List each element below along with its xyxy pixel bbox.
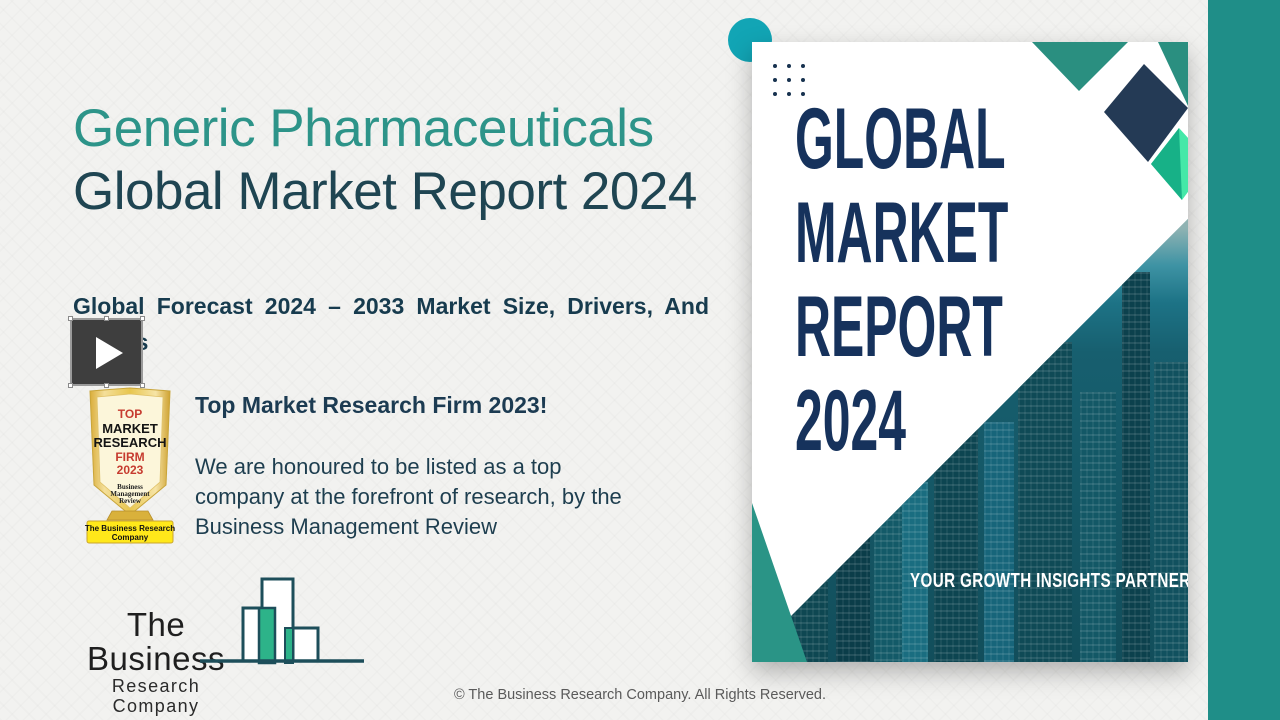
- forecast-subtitle-line-2: Trends: [73, 324, 709, 360]
- cover-tagline: YOUR GROWTH INSIGHTS PARTNER: [910, 570, 1188, 592]
- report-cover-image: GLOBAL MARKET REPORT 2024 YOUR GROWTH IN…: [752, 42, 1188, 662]
- mint-diamond-shade: [1151, 128, 1182, 200]
- teal-triangle-decoration: [752, 503, 807, 662]
- logo-name-line-1: The Business: [87, 606, 225, 677]
- right-sidebar-decoration: [1208, 0, 1280, 720]
- badge-text-top: TOP: [118, 407, 142, 421]
- cover-title: GLOBAL MARKET REPORT 2024: [795, 92, 1008, 468]
- award-description-line-1: We are honoured to be listed as a top: [195, 454, 562, 479]
- badge-brand-3: Review: [119, 497, 142, 505]
- page-title: Generic Pharmaceuticals Global Market Re…: [73, 97, 697, 223]
- copyright-footer: © The Business Research Company. All Rig…: [453, 687, 826, 703]
- badge-brand-1: Business: [117, 483, 143, 491]
- selection-handle[interactable]: [140, 383, 145, 388]
- play-icon: [96, 337, 123, 369]
- cover-title-line-3: REPORT: [795, 279, 1003, 375]
- cover-title-line-1: GLOBAL: [795, 91, 1006, 187]
- award-badge-image: TOP MARKET RESEARCH FIRM 2023 Business M…: [85, 387, 175, 544]
- dots-grid-icon: [773, 64, 805, 96]
- navy-diamond: [1104, 64, 1188, 162]
- selection-handle[interactable]: [104, 316, 109, 321]
- badge-base-text-1: The Business Research: [85, 524, 175, 533]
- badge-pedestal: [106, 510, 154, 521]
- logo-name-line-2: Research Company: [111, 676, 201, 716]
- award-description: We are honoured to be listed as a top co…: [195, 452, 622, 542]
- badge-text-firm: FIRM: [115, 450, 144, 464]
- badge-base-text-2: Company: [112, 533, 149, 542]
- company-logo-text: The Business Research Company: [73, 606, 239, 717]
- badge-text-research: RESEARCH: [94, 435, 167, 450]
- badge-panel: [96, 393, 164, 509]
- badge-text-year: 2023: [117, 463, 144, 477]
- forecast-subtitle-line-1: Global Forecast 2024 – 2033 Market Size,…: [73, 293, 709, 319]
- selection-handle[interactable]: [104, 383, 109, 388]
- cover-title-line-4: 2024: [795, 373, 906, 469]
- award-description-line-3: Business Management Review: [195, 514, 498, 539]
- badge-base: [86, 520, 174, 544]
- bar-chart-logo-icon: [200, 577, 364, 665]
- teal-triangle-corner: [1158, 42, 1188, 106]
- cover-title-line-2: MARKET: [795, 185, 1009, 281]
- award-description-line-2: company at the forefront of research, by…: [195, 484, 622, 509]
- forecast-subtitle: Global Forecast 2024 – 2033 Market Size,…: [73, 288, 709, 360]
- badge-text-market: MARKET: [102, 421, 158, 436]
- award-heading: Top Market Research Firm 2023!: [195, 392, 548, 418]
- badge-brand-2: Management: [110, 490, 150, 498]
- teal-triangle-top: [1032, 42, 1128, 91]
- title-line-1: Generic Pharmaceuticals: [73, 99, 654, 158]
- cover-decorations: [773, 42, 1188, 200]
- selection-handle[interactable]: [140, 316, 145, 321]
- selection-handle[interactable]: [68, 316, 73, 321]
- selection-handle[interactable]: [68, 383, 73, 388]
- video-play-button[interactable]: [68, 316, 145, 388]
- title-line-2: Global Market Report 2024: [73, 162, 697, 221]
